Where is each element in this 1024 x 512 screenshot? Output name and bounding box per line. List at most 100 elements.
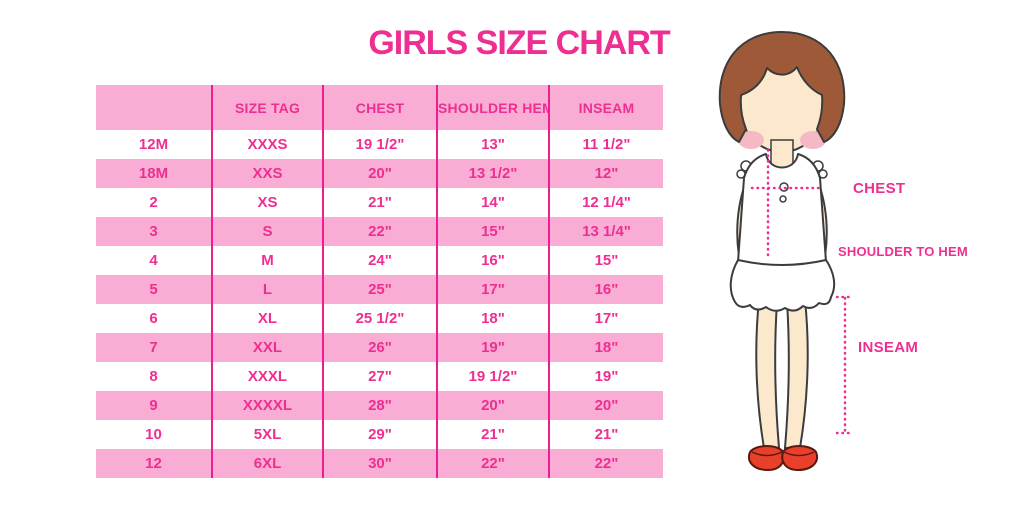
table-cell: 13 1/2" <box>437 159 550 188</box>
table-cell: 5XL <box>212 420 324 449</box>
hair <box>718 31 846 143</box>
table-cell: 15" <box>437 217 550 246</box>
size-chart-table: SIZE TAG CHEST SHOULDER HEM INSEAM 12M XX… <box>96 85 663 478</box>
header-cell-chest: CHEST <box>323 85 438 130</box>
table-cell: 12 <box>96 449 213 478</box>
table-cell: 21" <box>323 188 438 217</box>
table-cell: 16" <box>437 246 550 275</box>
table-cell: 18M <box>96 159 213 188</box>
girl-illustration: CHEST SHOULDER TO HEM INSEAM <box>718 31 968 472</box>
table-row: 3 S 22" 15" 13 1/4" <box>96 217 663 246</box>
table-cell: 18" <box>437 304 550 333</box>
table-row: 7 XXL 26" 19" 18" <box>96 333 663 362</box>
table-cell: 12M <box>96 130 213 159</box>
table-cell: 13 1/4" <box>549 217 663 246</box>
table-cell: M <box>212 246 324 275</box>
table-cell: 2 <box>96 188 213 217</box>
header-cell-size <box>96 85 213 130</box>
table-cell: 19" <box>594 368 619 385</box>
table-cell: XXXL <box>212 362 324 391</box>
table-cell: 24" <box>323 246 438 275</box>
table-cell: 6XL <box>212 449 324 478</box>
table-cell: 3 <box>96 217 213 246</box>
table-cell: 18" <box>549 333 663 362</box>
table-cell: 7 <box>96 333 213 362</box>
shoes <box>748 445 818 472</box>
header-cell-size-tag: SIZE TAG <box>212 85 324 130</box>
table-cell: XXXXL <box>212 391 324 420</box>
button-top <box>779 182 789 192</box>
chest-label: CHEST <box>853 180 905 197</box>
shoe-left <box>748 445 785 472</box>
table-cell: 25" <box>323 275 438 304</box>
table-cell: XS <box>212 188 324 217</box>
table-cell: 28" <box>323 391 438 420</box>
table-row: 12 6XL 30" 22" 22" <box>96 449 663 478</box>
table-cell: S <box>212 217 324 246</box>
header-cell-shoulder-hem: SHOULDER HEM <box>437 85 550 130</box>
table-cell: XXS <box>212 159 324 188</box>
table-cell: 12 1/4" <box>582 194 631 211</box>
table-cell: 27" <box>323 362 438 391</box>
table-cell: 9 <box>96 391 213 420</box>
table-cell: 19" <box>437 333 550 362</box>
shoe-right-strap <box>783 451 815 457</box>
shoe-left-strap <box>751 451 783 457</box>
table-cell: 17" <box>594 310 619 327</box>
table-cell: 5 <box>96 275 213 304</box>
table-cell: 6 <box>96 304 213 333</box>
size-table-body: 12M XXXS 19 1/2" 13" 11 1/2" 18M XXS 20" 13 1/2"… <box>96 130 663 478</box>
table-row: 6 XL 25 1/2" 18" 17" <box>96 304 663 333</box>
header-row: SIZE TAG CHEST SHOULDER HEM INSEAM <box>96 85 663 130</box>
table-cell: XXXS <box>212 130 324 159</box>
table-cell: 13" <box>437 130 550 159</box>
table-cell: 30" <box>323 449 438 478</box>
button-bottom <box>779 195 787 203</box>
table-cell: 19 1/2" <box>437 362 550 391</box>
table-cell: 11 1/2" <box>582 136 631 153</box>
table-cell: 15" <box>594 252 619 269</box>
top <box>737 153 827 267</box>
table-cell: 10 <box>96 420 213 449</box>
leg-right <box>783 298 809 449</box>
table-cell: 19 1/2" <box>323 130 438 159</box>
table-row: 12M XXXS 19 1/2" 13" 11 1/2" <box>96 130 663 159</box>
table-row: 4 M 24" 16" 15" <box>96 246 663 275</box>
table-cell: 21" <box>594 426 619 443</box>
measurement-lines <box>750 148 855 435</box>
table-cell: 20" <box>323 159 438 188</box>
table-cell: 4 <box>96 246 213 275</box>
table-cell: XXL <box>212 333 324 362</box>
shoe-right <box>781 445 818 472</box>
leg-left <box>755 298 781 449</box>
table-cell: 20" <box>437 391 550 420</box>
table-cell: 26" <box>323 333 438 362</box>
table-cell: 20" <box>549 391 663 420</box>
shoulder-to-hem-label: SHOULDER TO HEM <box>838 244 968 259</box>
measurement-figure: CHEST SHOULDER TO HEM INSEAM <box>690 0 1024 512</box>
skirt <box>729 259 836 312</box>
table-row: 9 XXXXL 28" 20" 20" <box>96 391 663 420</box>
inseam-label: INSEAM <box>858 339 918 356</box>
table-cell: 25 1/2" <box>323 304 438 333</box>
header-cell-inseam: INSEAM <box>549 85 663 130</box>
table-row: 2 XS 21" 14" 12 1/4" <box>96 188 663 217</box>
table-cell: 14" <box>437 188 550 217</box>
table-row: 5 L 25" 17" 16" <box>96 275 663 304</box>
table-row: 10 5XL 29" 21" 21" <box>96 420 663 449</box>
table-cell: 22" <box>549 449 663 478</box>
table-cell: 17" <box>437 275 550 304</box>
table-cell: 21" <box>437 420 550 449</box>
table-cell: 16" <box>549 275 663 304</box>
table-row: 18M XXS 20" 13 1/2" 12" <box>96 159 663 188</box>
table-cell: 8 <box>96 362 213 391</box>
table-cell: 29" <box>323 420 438 449</box>
table-cell: L <box>212 275 324 304</box>
page-title: GIRLS SIZE CHART <box>368 24 670 62</box>
table-row: 8 XXXL 27" 19 1/2" 19" <box>96 362 663 391</box>
table-cell: XL <box>212 304 324 333</box>
table-cell: 22" <box>323 217 438 246</box>
table-cell: 22" <box>437 449 550 478</box>
table-cell: 12" <box>549 159 663 188</box>
